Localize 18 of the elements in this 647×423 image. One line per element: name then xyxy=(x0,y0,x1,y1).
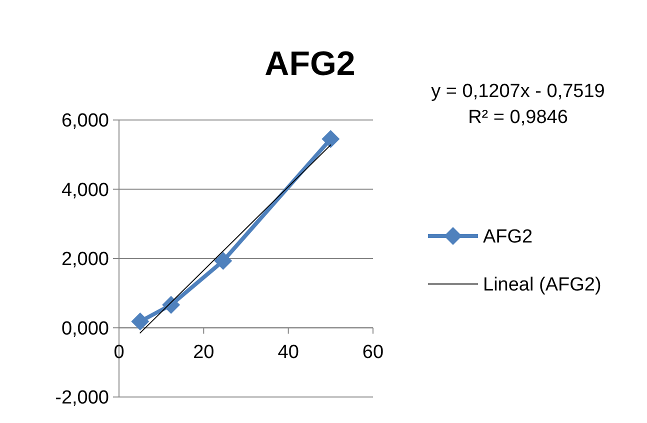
point xyxy=(322,130,340,148)
legend-label: Lineal (AFG2) xyxy=(483,274,602,296)
text: R² = 0,9846 xyxy=(468,107,568,128)
point xyxy=(162,296,180,314)
text: y = 0,1207x - 0,7519 xyxy=(431,81,605,102)
x-tick-label: 20 xyxy=(193,342,214,363)
y-tick-label: 4,000 xyxy=(61,180,109,201)
x-tick-label: 0 xyxy=(114,342,124,363)
x-tick-label: 40 xyxy=(278,342,299,363)
y-tick-label: 2,000 xyxy=(61,249,109,270)
legend-label: AFG2 xyxy=(483,226,533,248)
chart-title: AFG2 xyxy=(264,45,356,83)
y-tick-label: 6,000 xyxy=(61,110,109,132)
y-tick-label: -2,000 xyxy=(55,388,109,409)
point xyxy=(214,252,232,270)
point xyxy=(131,312,150,331)
y-tick-label: 0,000 xyxy=(61,318,109,340)
x-tick-label: 60 xyxy=(362,342,384,363)
